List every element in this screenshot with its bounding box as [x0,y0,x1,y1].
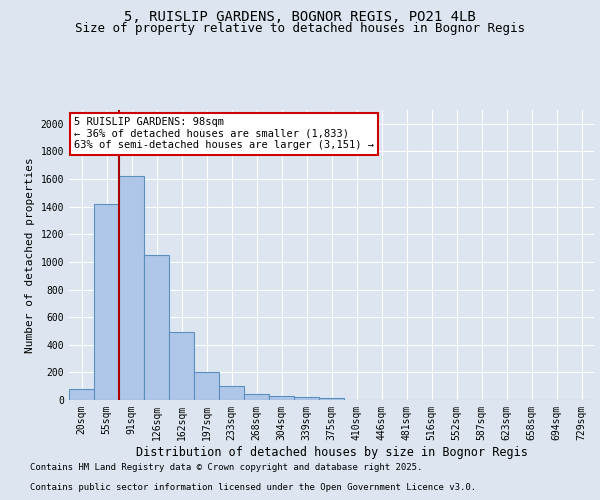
Bar [319,398,344,400]
X-axis label: Distribution of detached houses by size in Bognor Regis: Distribution of detached houses by size … [136,446,527,458]
Bar [269,396,294,400]
Bar [219,386,244,400]
Text: Size of property relative to detached houses in Bognor Regis: Size of property relative to detached ho… [75,22,525,35]
Text: 5 RUISLIP GARDENS: 98sqm
← 36% of detached houses are smaller (1,833)
63% of sem: 5 RUISLIP GARDENS: 98sqm ← 36% of detach… [74,117,374,150]
Bar [169,332,194,400]
Bar [119,176,144,400]
Bar [69,389,94,400]
Text: Contains public sector information licensed under the Open Government Licence v3: Contains public sector information licen… [30,484,476,492]
Bar [244,394,269,400]
Text: 5, RUISLIP GARDENS, BOGNOR REGIS, PO21 4LB: 5, RUISLIP GARDENS, BOGNOR REGIS, PO21 4… [124,10,476,24]
Text: Contains HM Land Registry data © Crown copyright and database right 2025.: Contains HM Land Registry data © Crown c… [30,464,422,472]
Bar [194,372,219,400]
Bar [294,397,319,400]
Bar [144,255,169,400]
Y-axis label: Number of detached properties: Number of detached properties [25,157,35,353]
Bar [94,204,119,400]
